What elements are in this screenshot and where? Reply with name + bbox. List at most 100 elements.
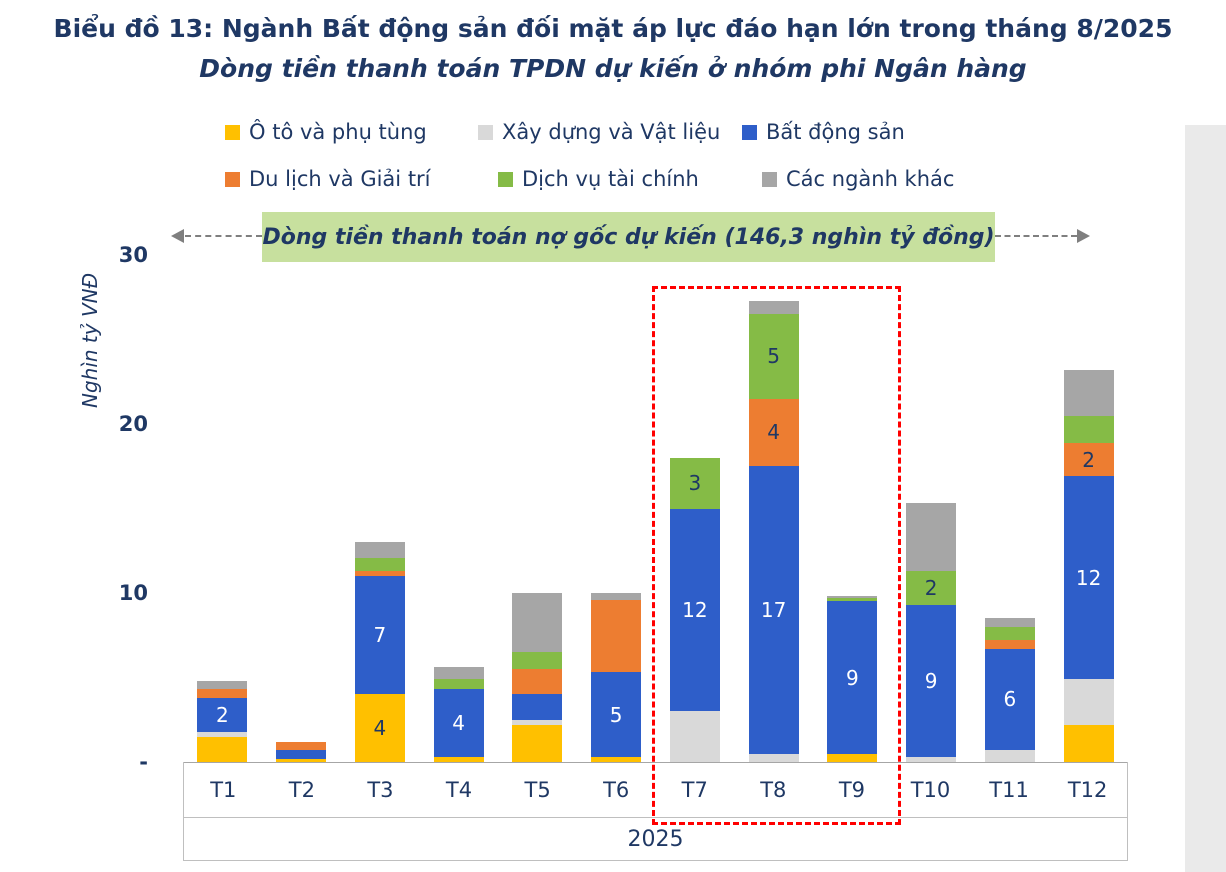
stacked-bar: 4: [433, 667, 484, 762]
chart-subtitle: Dòng tiền thanh toán TPDN dự kiến ở nhóm…: [199, 54, 1027, 83]
legend-swatch-icon: [498, 171, 513, 187]
plot-area: 2 4 7 4 5 12 3 17 4 5 9 9 2 6 12 2: [183, 255, 1128, 763]
bar-segment: 4: [354, 694, 405, 762]
bar-segment: [276, 741, 327, 751]
bar-slot: 9: [813, 255, 892, 762]
stacked-bar: 5: [591, 593, 642, 762]
bar-slot: 5: [577, 255, 656, 762]
bar-segment: [197, 689, 248, 698]
bar-segment: [1063, 369, 1114, 416]
bar-segment: 12: [1063, 476, 1114, 680]
x-axis-category-row: T1 T2 T3 T4 T5 T6 T7 T8 T9 T10 T11 T12: [184, 762, 1127, 818]
bar-segment: [591, 593, 642, 600]
y-axis-ticks: 30 20 10 -: [100, 243, 148, 872]
legend-label: Dịch vụ tài chính: [522, 167, 699, 191]
bar-slot: 12 2: [1049, 255, 1128, 762]
bar-segment: 6: [984, 648, 1035, 751]
stacked-bar: 12 2: [1063, 369, 1114, 762]
x-category-label: T12: [1067, 777, 1108, 802]
bar-segment: 4: [433, 689, 484, 757]
x-category-label: T3: [367, 777, 394, 802]
stacked-bar: 9: [827, 596, 878, 762]
bar-segment: [354, 571, 405, 577]
bar-segment: 9: [906, 604, 957, 757]
x-category-label: T5: [524, 777, 551, 802]
arrow-right-icon: [1077, 229, 1090, 243]
bar-segment: [669, 711, 720, 762]
bar-slot: [262, 255, 341, 762]
bar-segment: [512, 652, 563, 670]
bar-slot: 4: [419, 255, 498, 762]
bar-segment: [748, 300, 799, 315]
x-category-label: T7: [681, 777, 708, 802]
bar-segment: 9: [827, 601, 878, 754]
y-tick-label: 10: [118, 581, 148, 605]
legend-item: Ô tô và phụ tùng: [225, 120, 427, 144]
bar-segment: [512, 694, 563, 720]
bar-segment: 2: [906, 571, 957, 605]
legend-label: Ô tô và phụ tùng: [249, 120, 427, 144]
y-tick-label: 30: [118, 243, 148, 267]
bar-segment: 2: [197, 697, 248, 732]
bar-segment: [512, 593, 563, 653]
bar-segment: [433, 667, 484, 680]
bar-segment: 3: [669, 457, 720, 509]
bar-segment: [984, 626, 1035, 641]
bar-segment: 2: [1063, 442, 1114, 477]
right-edge-strip: [1185, 125, 1226, 872]
stacked-bar: [512, 593, 563, 762]
annotation-banner: Dòng tiền thanh toán nợ gốc dự kiến (146…: [262, 212, 995, 262]
legend-item: Du lịch và Giải trí: [225, 167, 431, 191]
legend-item: Dịch vụ tài chính: [498, 167, 699, 191]
legend-item: Các ngành khác: [762, 167, 954, 191]
bar-segment: [984, 618, 1035, 627]
legend: Ô tô và phụ tùng Xây dựng và Vật liệu Bất …: [0, 116, 1226, 208]
stacked-bar: 12 3: [669, 457, 720, 762]
chart-title: Biểu đồ 13: Ngành Bất động sản đối mặt á…: [53, 14, 1173, 43]
bar-segment: 7: [354, 576, 405, 695]
stacked-bar: [276, 741, 327, 762]
legend-label: Xây dựng và Vật liệu: [502, 120, 721, 144]
bar-segment: 17: [748, 466, 799, 754]
legend-item: Xây dựng và Vật liệu: [478, 120, 720, 144]
bar-segment: [984, 750, 1035, 762]
y-axis-label: Nghìn tỷ VNĐ: [78, 272, 102, 408]
bar-segment: 12: [669, 508, 720, 712]
bar-segment: [197, 680, 248, 690]
x-axis-group-label: 2025: [627, 826, 684, 852]
legend-label: Du lịch và Giải trí: [249, 167, 431, 191]
bar-segment: [433, 756, 484, 762]
bar-segment: [748, 753, 799, 762]
bar-segment: [1063, 724, 1114, 762]
x-category-label: T2: [288, 777, 315, 802]
x-category-label: T8: [760, 777, 787, 802]
bar-segment: [433, 679, 484, 690]
bar-segment: 5: [748, 314, 799, 399]
bar-segment: [1063, 679, 1114, 725]
bar-segment: [354, 557, 405, 572]
bar-segment: [827, 596, 878, 599]
legend-item: Bất động sản: [742, 120, 905, 144]
bar-segment: [276, 750, 327, 759]
bar-segment: [197, 736, 248, 762]
bar-segment: [354, 542, 405, 558]
arrow-line-left: [185, 235, 262, 237]
bar-segment: [906, 756, 957, 762]
x-category-label: T10: [910, 777, 951, 802]
bar-segment: [276, 758, 327, 762]
bar-segment: 5: [591, 672, 642, 757]
bar-segment: [512, 724, 563, 762]
x-category-label: T6: [603, 777, 630, 802]
stacked-bar: 17 4 5: [748, 300, 799, 762]
arrow-left-icon: [171, 229, 184, 243]
legend-swatch-icon: [225, 124, 240, 140]
x-category-label: T9: [838, 777, 866, 802]
bar-segment: [197, 731, 248, 737]
bar-segment: 4: [748, 398, 799, 467]
bar-segment: [512, 669, 563, 695]
bar-segment: [906, 503, 957, 572]
